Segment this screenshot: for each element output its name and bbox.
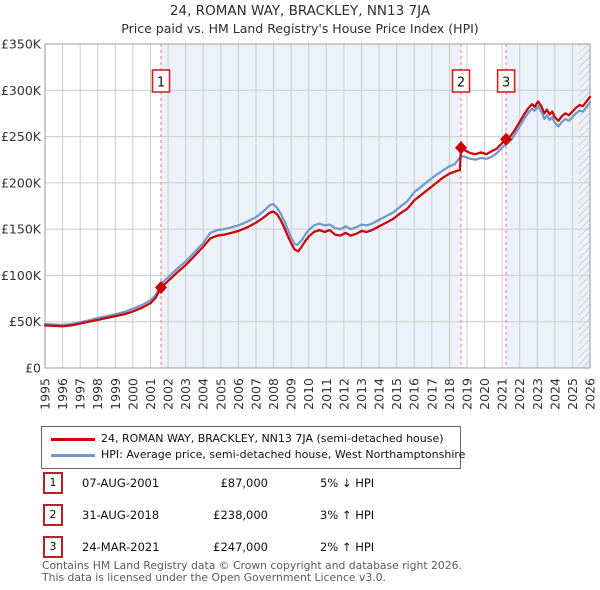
svg-text:2010: 2010 [301, 378, 316, 410]
sale-price: £238,000 [213, 508, 268, 522]
svg-text:2026: 2026 [583, 378, 598, 410]
svg-text:1999: 1999 [108, 378, 123, 410]
sale-date: 31-AUG-2018 [82, 508, 160, 522]
svg-text:1998: 1998 [90, 378, 105, 410]
svg-text:£0: £0 [25, 361, 41, 376]
svg-text:£300K: £300K [1, 83, 42, 98]
sale-number-badge: 3 [43, 536, 63, 558]
plot-border [44, 43, 591, 369]
sale-number-badge: 2 [43, 504, 63, 526]
future-hatch [578, 44, 590, 368]
svg-text:2025: 2025 [565, 378, 580, 410]
footer-copyright: Contains HM Land Registry data © Crown c… [42, 559, 462, 572]
svg-text:2006: 2006 [231, 378, 246, 410]
legend-item-hpi: HPI: Average price, semi-detached house,… [42, 446, 465, 464]
price-line-swatch [51, 438, 95, 441]
svg-text:2014: 2014 [372, 378, 387, 410]
svg-text:2002: 2002 [161, 378, 176, 410]
chart-legend: 24, ROMAN WAY, BRACKLEY, NN13 7JA (semi-… [41, 426, 465, 469]
svg-text:2020: 2020 [477, 378, 492, 410]
svg-text:£100K: £100K [1, 268, 42, 283]
sale-price: £87,000 [220, 476, 268, 490]
ownership-shading [161, 44, 590, 368]
price-line [43, 95, 592, 328]
svg-text:2000: 2000 [125, 378, 140, 410]
svg-text:1995: 1995 [38, 378, 53, 410]
sale-date: 24-MAR-2021 [82, 540, 160, 554]
svg-text:2004: 2004 [196, 378, 211, 410]
svg-text:2005: 2005 [213, 378, 228, 410]
sale-hpi-delta: 3% ↑ HPI [320, 508, 375, 522]
svg-text:2023: 2023 [530, 378, 545, 410]
svg-text:2013: 2013 [354, 378, 369, 410]
transaction-row: 2 31-AUG-2018 £238,000 3% ↑ HPI [0, 504, 600, 526]
sale-date-lines [160, 44, 507, 368]
svg-text:2003: 2003 [178, 378, 193, 410]
svg-text:2024: 2024 [547, 378, 562, 410]
svg-text:2012: 2012 [336, 378, 351, 410]
svg-text:2: 2 [457, 76, 465, 91]
legend-label-hpi: HPI: Average price, semi-detached house,… [101, 448, 466, 461]
svg-text:£50K: £50K [9, 314, 42, 329]
page-subtitle: Price paid vs. HM Land Registry's House … [121, 21, 479, 36]
svg-text:3: 3 [502, 76, 510, 91]
svg-text:£150K: £150K [1, 222, 42, 237]
svg-text:1996: 1996 [55, 378, 70, 410]
footer-licence: This data is licensed under the Open Gov… [42, 571, 386, 584]
sale-markers [155, 132, 513, 294]
svg-text:2011: 2011 [319, 378, 334, 410]
transaction-row: 3 24-MAR-2021 £247,000 2% ↑ HPI [0, 536, 600, 558]
sale-hpi-delta: 5% ↓ HPI [320, 476, 375, 490]
x-axis-labels: 1995 1996 1997 1998 1999 2000 2001 2002 2003 2004… [38, 378, 598, 410]
svg-text:2021: 2021 [495, 378, 510, 410]
svg-text:2017: 2017 [424, 378, 439, 410]
svg-text:2022: 2022 [512, 378, 527, 410]
legend-item-price: 24, ROMAN WAY, BRACKLEY, NN13 7JA (semi-… [42, 430, 460, 448]
svg-text:£200K: £200K [1, 175, 42, 190]
hpi-line-swatch [51, 454, 95, 457]
sale-hpi-delta: 2% ↑ HPI [320, 540, 375, 554]
svg-text:2008: 2008 [266, 378, 281, 410]
svg-text:2018: 2018 [442, 378, 457, 410]
sale-number-badge: 1 [43, 472, 63, 494]
svg-text:£250K: £250K [1, 129, 42, 144]
sale-price: £247,000 [213, 540, 268, 554]
svg-text:2009: 2009 [284, 378, 299, 410]
legend-label-price: 24, ROMAN WAY, BRACKLEY, NN13 7JA (semi-… [101, 432, 444, 445]
svg-text:2015: 2015 [389, 378, 404, 410]
svg-text:1: 1 [157, 76, 165, 91]
svg-text:2016: 2016 [407, 378, 422, 410]
sale-date: 07-AUG-2001 [82, 476, 160, 490]
svg-text:£350K: £350K [1, 38, 42, 52]
sale-flags: 1 2 3 [151, 69, 516, 93]
hpi-line [43, 101, 592, 327]
page-title: 24, ROMAN WAY, BRACKLEY, NN13 7JA [169, 3, 431, 19]
svg-text:2019: 2019 [459, 378, 474, 410]
y-axis-labels: £0 £50K £100K £150K £200K £250K £300K £350K [1, 38, 42, 376]
svg-text:1997: 1997 [73, 378, 88, 410]
transaction-row: 1 07-AUG-2001 £87,000 5% ↓ HPI [0, 472, 600, 494]
price-history-chart: 1 2 3 £0 £50K £100K £150K £200K £250K £300K £350K 1… [1, 38, 598, 410]
svg-text:2001: 2001 [143, 378, 158, 410]
svg-text:2007: 2007 [249, 378, 264, 410]
